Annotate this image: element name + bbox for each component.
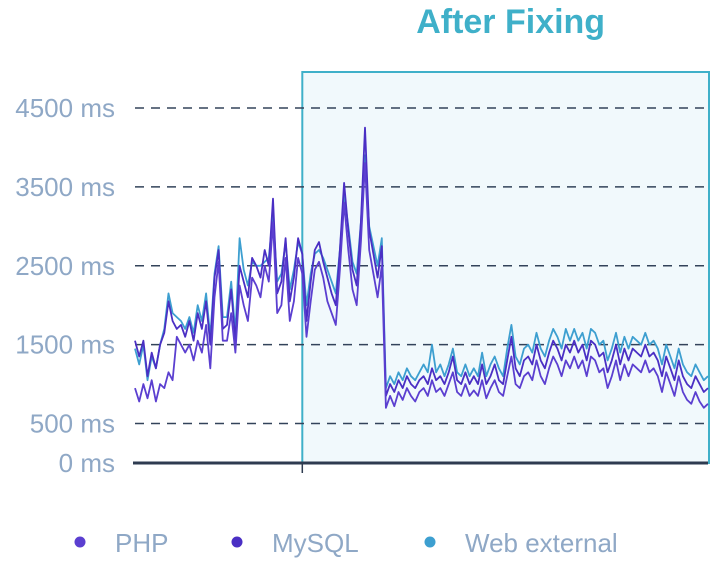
legend-label-web-external: Web external bbox=[465, 528, 618, 558]
series-line-web-external bbox=[134, 154, 709, 390]
y-tick-label: 4500 ms bbox=[15, 93, 115, 123]
legend-dot-web-external bbox=[424, 536, 436, 548]
legend-label-php: PHP bbox=[115, 528, 168, 558]
after-fixing-region bbox=[301, 71, 710, 464]
legend: PHP MySQL Web external bbox=[74, 528, 618, 558]
y-tick-label: 500 ms bbox=[30, 409, 115, 439]
y-tick-label: 2500 ms bbox=[15, 251, 115, 281]
after-fixing-label: After Fixing bbox=[416, 3, 605, 41]
y-tick-label: 1500 ms bbox=[15, 330, 115, 360]
y-axis: 0 ms 500 ms 1500 ms 2500 ms 3500 ms 4500 ms bbox=[15, 93, 115, 478]
legend-dot-mysql bbox=[231, 536, 243, 548]
series-line-php bbox=[134, 162, 709, 409]
y-tick-label: 0 ms bbox=[59, 448, 115, 478]
series-lines bbox=[134, 126, 709, 409]
legend-dot-php bbox=[74, 536, 86, 548]
y-tick-label: 3500 ms bbox=[15, 172, 115, 202]
legend-label-mysql: MySQL bbox=[272, 528, 359, 558]
series-line-mysql bbox=[134, 126, 709, 397]
